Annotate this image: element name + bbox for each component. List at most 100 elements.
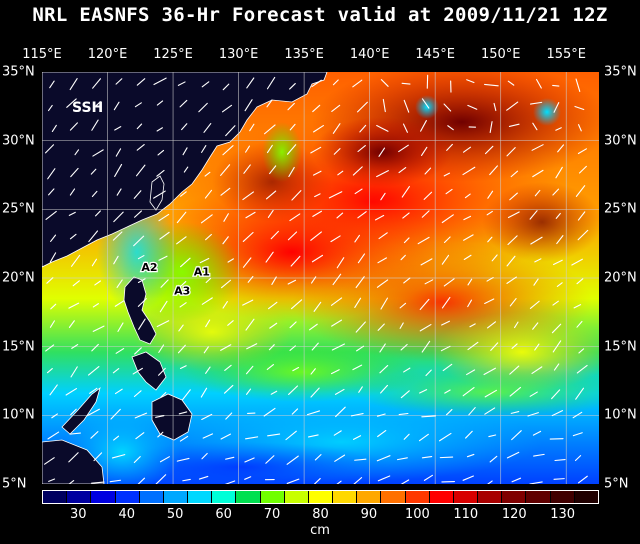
vector-arrow (396, 457, 408, 461)
vector-arrow (203, 123, 212, 133)
vector-arrow (176, 457, 190, 462)
vector-arrow (463, 254, 472, 261)
vector-arrow (555, 166, 563, 179)
vector-arrow (94, 210, 101, 217)
colorbar-swatch (308, 491, 334, 503)
vector-arrow (553, 363, 560, 371)
vector-arrow (132, 367, 143, 375)
vector-arrow (334, 454, 346, 462)
vector-arrow (156, 127, 163, 132)
colorbar-swatch (67, 491, 92, 503)
vector-arrow (227, 258, 234, 263)
vector-arrow (205, 233, 212, 241)
colorbar-swatch (574, 491, 598, 503)
vector-arrow (376, 279, 389, 288)
vector-arrow (420, 258, 433, 266)
vector-arrow (225, 456, 235, 460)
vector-arrow (133, 190, 142, 199)
vector-arrow (91, 343, 99, 352)
vector-arrow (486, 210, 493, 216)
vector-arrow (441, 254, 450, 265)
vector-arrow (484, 145, 494, 155)
vector-arrow (50, 234, 57, 242)
lat-label-left: 30°N (2, 133, 35, 149)
lat-label-right: 15°N (604, 339, 637, 355)
vector-arrow (114, 163, 123, 177)
vector-arrow (134, 347, 142, 355)
vector-arrow (462, 146, 472, 153)
vector-arrow (578, 165, 587, 174)
vector-arrow (350, 413, 364, 417)
vector-arrow (137, 477, 146, 484)
vector-arrow (266, 144, 273, 154)
vector-arrow (136, 123, 143, 130)
vector-arrow (198, 475, 209, 480)
colorbar-swatch (236, 491, 261, 503)
vector-arrow (529, 210, 538, 220)
vector-arrow (68, 452, 79, 463)
vector-arrow (484, 389, 498, 398)
vector-arrow (177, 81, 186, 86)
colorbar-swatch (333, 491, 358, 503)
vector-arrow (203, 346, 209, 354)
vector-arrow (403, 277, 411, 284)
vector-arrow (355, 276, 365, 289)
vector-arrow (380, 192, 386, 201)
map-label: SSH (72, 100, 103, 116)
vector-arrow (242, 191, 254, 201)
vector-arrow (400, 390, 410, 399)
vector-arrow (310, 146, 322, 154)
vector-arrow (551, 323, 562, 334)
vector-arrow (463, 215, 472, 221)
vector-arrow (443, 278, 455, 287)
vector-arrow (224, 364, 232, 371)
vector-arrow (112, 231, 123, 241)
vector-arrow (222, 301, 228, 309)
vector-arrow (310, 276, 317, 284)
vector-arrow (242, 231, 254, 243)
vector-arrow (443, 172, 451, 177)
vector-arrow (352, 166, 363, 176)
vector-arrow (135, 164, 146, 177)
vector-arrow (245, 211, 256, 219)
vector-arrow (554, 459, 566, 462)
vector-arrow (401, 82, 411, 85)
vector-arrow (419, 298, 430, 311)
vector-arrow (507, 80, 515, 86)
lat-label-right: 10°N (604, 407, 637, 423)
vector-arrow (308, 434, 319, 438)
vector-arrow (336, 212, 344, 219)
vector-arrow (332, 79, 339, 86)
vector-arrow (289, 123, 296, 131)
vector-arrow (137, 298, 147, 307)
lat-label-right: 30°N (604, 133, 637, 149)
vector-arrow (182, 147, 188, 156)
colorbar-swatch (139, 491, 164, 503)
vector-arrow (92, 325, 105, 332)
vector-arrow (111, 454, 126, 459)
vector-arrow (204, 171, 211, 177)
vector-arrow (418, 433, 429, 442)
lon-label: 115°E (22, 47, 62, 62)
vector-arrow (48, 188, 55, 196)
colorbar-swatch (453, 491, 479, 503)
vector-arrow (468, 407, 476, 416)
vector-arrow (286, 455, 299, 465)
vector-arrow (514, 321, 519, 329)
vector-arrow (536, 78, 542, 89)
vector-arrow (157, 149, 165, 156)
vector-arrow (577, 148, 588, 155)
vector-arrow (374, 214, 385, 221)
vector-arrow (419, 389, 428, 394)
vector-arrow (153, 190, 166, 199)
vector-arrow (243, 164, 251, 174)
vector-arrow (181, 123, 188, 131)
vector-arrow (269, 322, 278, 329)
vector-arrow (90, 431, 99, 439)
vector-arrow (71, 254, 81, 267)
vector-arrow (421, 146, 428, 156)
vector-arrow (200, 387, 208, 398)
vector-arrow (510, 411, 520, 414)
vector-arrow (117, 322, 124, 332)
vector-arrow (331, 104, 341, 112)
